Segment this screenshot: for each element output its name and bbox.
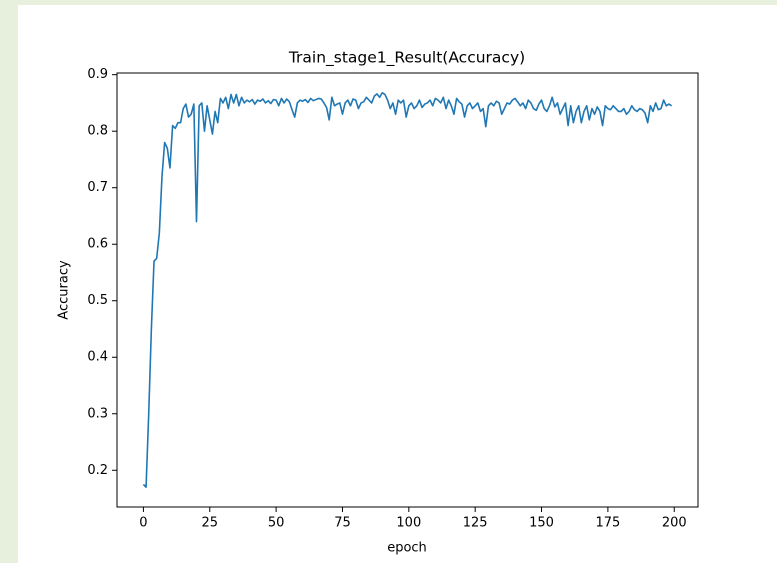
x-tick-label: 25: [201, 516, 218, 531]
x-tick-label: 200: [662, 516, 687, 531]
y-tick-label: 0.2: [87, 463, 108, 478]
figure-background: [18, 5, 777, 563]
x-axis-label: epoch: [387, 541, 427, 556]
x-tick-label: 100: [396, 516, 421, 531]
y-axis-label: Accuracy: [57, 260, 72, 320]
y-tick-label: 0.9: [87, 67, 108, 82]
x-tick-label: 125: [463, 516, 488, 531]
axes-frame: [116, 72, 699, 508]
y-tick-label: 0.7: [87, 180, 108, 195]
y-tick-label: 0.4: [87, 350, 108, 365]
y-tick-label: 0.5: [87, 293, 108, 308]
y-tick-label: 0.3: [87, 406, 108, 421]
x-tick-label: 150: [529, 516, 554, 531]
data-line: [142, 91, 673, 489]
x-tick-label: 175: [595, 516, 620, 531]
y-tick-label: 0.6: [87, 237, 108, 252]
x-tick-label: 0: [139, 516, 147, 531]
y-tick-label: 0.8: [87, 124, 108, 139]
chart-title: Train_stage1_Result(Accuracy): [288, 49, 525, 68]
x-tick-label: 75: [334, 516, 351, 531]
x-tick-label: 50: [268, 516, 285, 531]
